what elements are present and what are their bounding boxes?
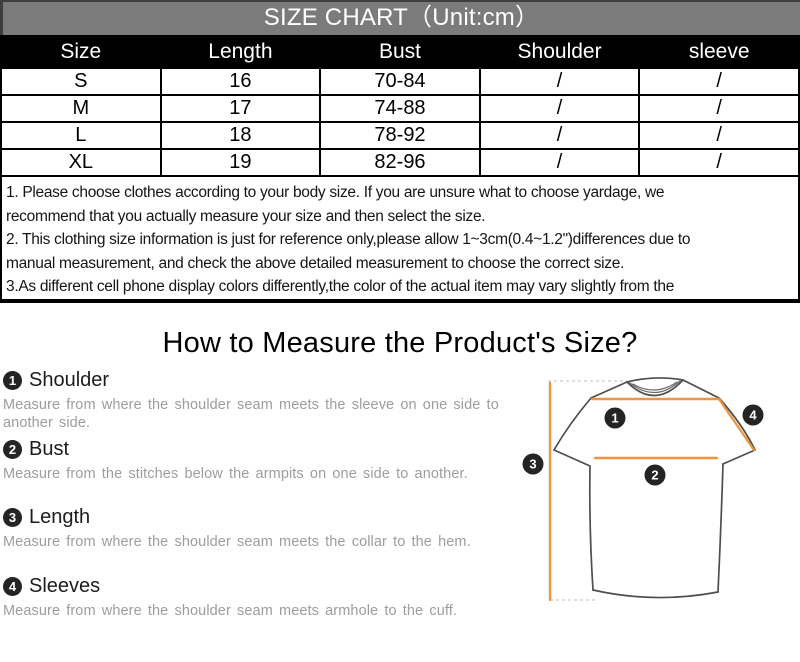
cell-bust: 74-88 — [319, 94, 481, 123]
cell-length: 19 — [159, 148, 322, 177]
cell-size: M — [0, 94, 162, 123]
measure-item-heading: 3 Length — [3, 506, 508, 529]
col-header-size: Size — [0, 35, 162, 69]
cell-shoulder: / — [478, 94, 641, 123]
measure-item-sleeves: 4 Sleeves Measure from where the shoulde… — [3, 575, 508, 620]
cell-bust: 82-96 — [319, 148, 481, 177]
table-row: L 18 78-92 / / — [0, 121, 800, 150]
col-header-bust: Bust — [319, 35, 481, 69]
tshirt-diagram-icon: 1 2 3 4 — [522, 377, 764, 602]
cell-sleeve: / — [638, 148, 800, 177]
numbered-circle-2-icon: 2 — [3, 440, 22, 459]
cell-size: XL — [0, 148, 162, 177]
cell-size: L — [0, 121, 162, 150]
measure-item-description: Measure from where the shoulder seam mee… — [3, 397, 499, 431]
cell-shoulder: / — [478, 67, 641, 96]
svg-text:4: 4 — [749, 408, 757, 423]
measure-item-description: Measure from where the shoulder seam mee… — [3, 603, 457, 619]
svg-text:1: 1 — [611, 411, 618, 426]
note-1-line-2: recommend that you actually measure your… — [6, 207, 486, 225]
col-header-sleeve: sleeve — [638, 35, 800, 69]
cell-bust: 78-92 — [319, 121, 481, 150]
col-header-shoulder: Shoulder — [478, 35, 641, 69]
measure-item-label: Length — [29, 506, 91, 528]
measure-item-heading: 2 Bust — [3, 438, 508, 461]
measure-item-description: Measure from the stitches below the armp… — [3, 466, 468, 482]
cell-shoulder: / — [478, 121, 641, 150]
svg-text:3: 3 — [529, 457, 536, 472]
tshirt-measurement-diagram: 1 2 3 4 — [505, 368, 795, 613]
measure-item-bust: 2 Bust Measure from the stitches below t… — [3, 438, 508, 483]
cell-shoulder: / — [478, 148, 641, 177]
size-table: Size Length Bust Shoulder sleeve S 16 70… — [0, 35, 800, 177]
col-header-length: Length — [159, 35, 322, 69]
cell-length: 17 — [159, 94, 322, 123]
measure-item-label: Shoulder — [29, 369, 110, 391]
size-chart-title-bar: SIZE CHART（Unit:cm） — [0, 0, 800, 35]
measure-section-title: How to Measure the Product's Size? — [162, 327, 638, 359]
measure-item-label: Bust — [29, 438, 70, 460]
measure-item-label: Sleeves — [29, 575, 101, 597]
cell-size: S — [0, 67, 162, 96]
note-2-line-1: 2. This clothing size information is jus… — [6, 231, 691, 248]
diagram-marker-length: 3 — [522, 453, 544, 475]
note-3-line-1: 3.As different cell phone display colors… — [6, 278, 675, 295]
measure-item-heading: 4 Sleeves — [3, 575, 508, 598]
measure-item-shoulder: 1 Shoulder Measure from where the should… — [3, 369, 508, 432]
cell-sleeve: / — [638, 121, 800, 150]
numbered-circle-3-icon: 3 — [3, 508, 22, 527]
size-chart-title: SIZE CHART（Unit:cm） — [263, 4, 540, 31]
cell-length: 18 — [159, 121, 322, 150]
size-notes-box: 1. Please choose clothes according to yo… — [0, 177, 800, 303]
cell-sleeve: / — [638, 67, 800, 96]
numbered-circle-4-icon: 4 — [3, 577, 22, 596]
table-row: XL 19 82-96 / / — [0, 148, 800, 177]
diagram-marker-shoulder: 1 — [604, 407, 626, 429]
measure-item-description: Measure from where the shoulder seam mee… — [3, 534, 471, 550]
size-table-header-row: Size Length Bust Shoulder sleeve — [0, 35, 800, 69]
table-row: S 16 70-84 / / — [0, 67, 800, 96]
diagram-marker-bust: 2 — [644, 464, 666, 486]
svg-text:2: 2 — [651, 468, 658, 483]
diagram-marker-sleeves: 4 — [742, 404, 764, 426]
numbered-circle-1-icon: 1 — [3, 371, 22, 390]
table-row: M 17 74-88 / / — [0, 94, 800, 123]
note-2-line-2: manual measurement, and check the above … — [6, 254, 625, 272]
cell-sleeve: / — [638, 94, 800, 123]
note-1-line-1: 1. Please choose clothes according to yo… — [6, 184, 665, 201]
measure-item-length: 3 Length Measure from where the shoulder… — [3, 506, 508, 551]
measure-item-heading: 1 Shoulder — [3, 369, 508, 392]
cell-bust: 70-84 — [319, 67, 481, 96]
cell-length: 16 — [159, 67, 322, 96]
